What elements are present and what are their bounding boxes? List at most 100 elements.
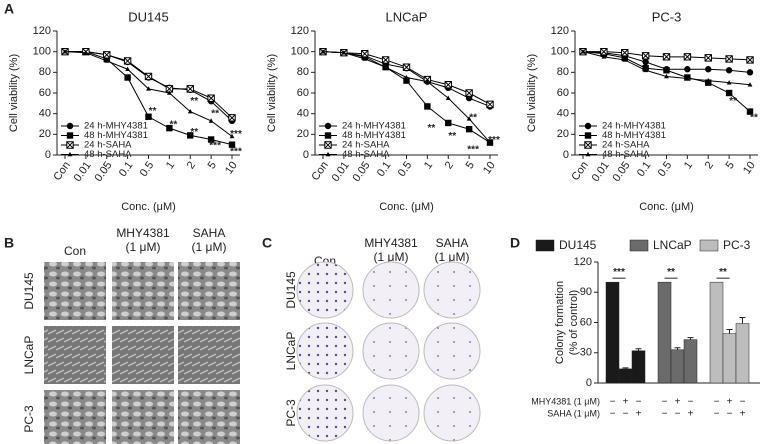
point (643, 67, 649, 73)
legend-label: 48 h-MHY4381 (602, 130, 666, 141)
annotation: ** (169, 120, 177, 131)
point (704, 54, 712, 62)
legend-label: 48 h-MHY4381 (84, 130, 148, 141)
point (621, 49, 629, 57)
x-tick-label: 0.05 (92, 160, 114, 184)
point (662, 53, 671, 61)
y-axis-label: (% of control) (568, 290, 580, 355)
colony-plate (296, 261, 354, 319)
annotation: ** (190, 96, 198, 107)
colony-plate (362, 261, 420, 319)
point (725, 67, 733, 74)
annotation: ** (729, 96, 737, 107)
legend-label: 24 h-SAHA (342, 140, 390, 151)
point (746, 56, 754, 64)
legend-label: 24 h-SAHA (602, 140, 650, 151)
condition-sign: + (675, 397, 681, 408)
x-tick-label: 1 (164, 160, 177, 172)
point (187, 132, 194, 139)
point (166, 90, 172, 95)
legend-label: 48 h-SAHA (342, 149, 390, 160)
bar (722, 333, 737, 384)
x-axis-label: Conc. (μM) (639, 201, 694, 213)
x-tick-label: 1 (682, 160, 695, 172)
point (424, 79, 430, 84)
colony-plate (362, 322, 420, 380)
x-tick-label: 2 (443, 160, 456, 172)
point (144, 72, 153, 81)
point (228, 141, 236, 148)
x-tick-label: 10 (741, 160, 758, 177)
x-tick-label: Con (51, 160, 72, 183)
point (725, 55, 733, 63)
column-label: MHY4381 (364, 236, 418, 250)
legend-marker (324, 122, 332, 130)
legend-marker (66, 132, 74, 139)
y-tick-label: 60 (297, 87, 309, 99)
legend-marker (584, 122, 592, 130)
point (684, 66, 691, 73)
y-tick-label: 0 (45, 149, 51, 161)
legend-label: 24 h-MHY4381 (602, 121, 666, 132)
colony-plate (423, 261, 481, 319)
annotation: ** (448, 131, 456, 142)
panel-label: C (262, 235, 272, 251)
chart-title: DU145 (128, 9, 168, 24)
point (444, 81, 452, 89)
y-tick-label: 100 (291, 46, 309, 58)
error-bar (635, 348, 642, 351)
y-tick-label: 120 (574, 256, 592, 268)
micrograph (178, 326, 240, 384)
point (683, 53, 692, 61)
bar (605, 281, 620, 384)
y-tick-label: 20 (297, 128, 309, 140)
colony-plate (296, 322, 354, 380)
point (487, 140, 493, 145)
condition-sign: − (714, 409, 720, 420)
x-tick-label: 5 (464, 160, 477, 172)
colony-plate (423, 322, 481, 380)
condition-sign: − (740, 397, 746, 408)
point (402, 63, 411, 71)
condition-sign: + (740, 409, 746, 420)
legend-marker (324, 132, 332, 139)
y-tick-label: 120 (33, 25, 51, 37)
condition-sign: − (714, 397, 720, 408)
y-tick-label: 120 (551, 25, 569, 37)
point (466, 116, 472, 121)
y-tick-label: 60 (580, 316, 592, 328)
point (341, 50, 347, 55)
annotation: *** (613, 267, 625, 278)
point (725, 89, 733, 97)
panel-label: D (510, 235, 520, 251)
point (705, 66, 712, 73)
point (187, 109, 193, 114)
x-tick-label: 0.01 (590, 160, 612, 184)
point (166, 124, 173, 132)
y-tick-label: 40 (557, 108, 569, 120)
column-label: (1 μM) (435, 250, 470, 264)
y-tick-label: 40 (39, 108, 51, 120)
chart-title: LNCaP (386, 9, 428, 24)
legend-swatch (535, 239, 555, 252)
x-tick-label: 0.01 (330, 160, 352, 184)
error-bar (726, 329, 733, 334)
point (103, 51, 111, 59)
y-tick-label: 40 (297, 108, 309, 120)
row-label: PC-3 (22, 405, 36, 433)
y-tick-label: 0 (563, 149, 569, 161)
bar (670, 349, 685, 384)
x-tick-label: 0.1 (635, 160, 654, 179)
micrograph (44, 390, 106, 444)
x-tick-label: 5 (724, 160, 737, 172)
y-tick-label: 100 (33, 46, 51, 58)
bar (631, 350, 646, 384)
point (445, 95, 451, 100)
row-label: LNCaP (22, 336, 36, 375)
point (207, 136, 215, 143)
row-label: DU145 (22, 272, 36, 310)
point (747, 82, 753, 87)
point (124, 74, 131, 81)
point (684, 75, 690, 81)
y-tick-label: 30 (580, 347, 592, 359)
